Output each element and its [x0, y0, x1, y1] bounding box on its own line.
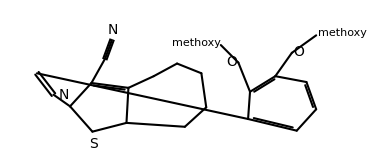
Text: O: O: [293, 45, 304, 59]
Text: O: O: [226, 55, 237, 69]
Text: S: S: [89, 136, 98, 151]
Text: methoxy: methoxy: [318, 28, 367, 38]
Text: N: N: [58, 88, 69, 102]
Text: N: N: [108, 23, 118, 37]
Text: methoxy: methoxy: [172, 38, 221, 48]
